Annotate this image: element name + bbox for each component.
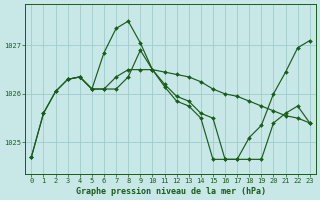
X-axis label: Graphe pression niveau de la mer (hPa): Graphe pression niveau de la mer (hPa) — [76, 187, 266, 196]
